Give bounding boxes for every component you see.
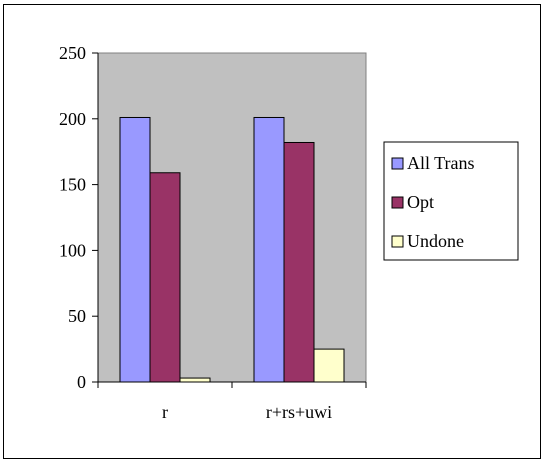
bar (253, 116, 285, 383)
x-tick-label: r+rs+uwi (266, 402, 332, 422)
y-tick-label: 100 (59, 240, 86, 260)
bar (313, 348, 345, 383)
x-tick-label: r (162, 402, 168, 422)
legend-swatch (391, 157, 404, 170)
x-axis: r r+rs+uwi (97, 381, 367, 422)
y-tick-label: 50 (68, 306, 86, 326)
legend-label: Undone (407, 231, 464, 251)
bar (149, 172, 181, 383)
bar (179, 377, 211, 383)
legend-label: Opt (407, 192, 434, 212)
legend-swatch (391, 196, 404, 209)
legend-box (383, 141, 519, 261)
y-axis: 0 50 100 150 200 250 (59, 43, 99, 392)
legend-swatch (391, 235, 404, 248)
y-tick-label: 150 (59, 175, 86, 195)
bar (283, 141, 315, 383)
y-tick-label: 250 (59, 43, 86, 63)
bars-group (119, 116, 345, 383)
y-tick-label: 200 (59, 109, 86, 129)
bar (119, 116, 151, 383)
legend-label: All Trans (407, 153, 475, 173)
legend: All Trans Opt Undone (383, 141, 519, 261)
y-tick-label: 0 (77, 372, 86, 392)
